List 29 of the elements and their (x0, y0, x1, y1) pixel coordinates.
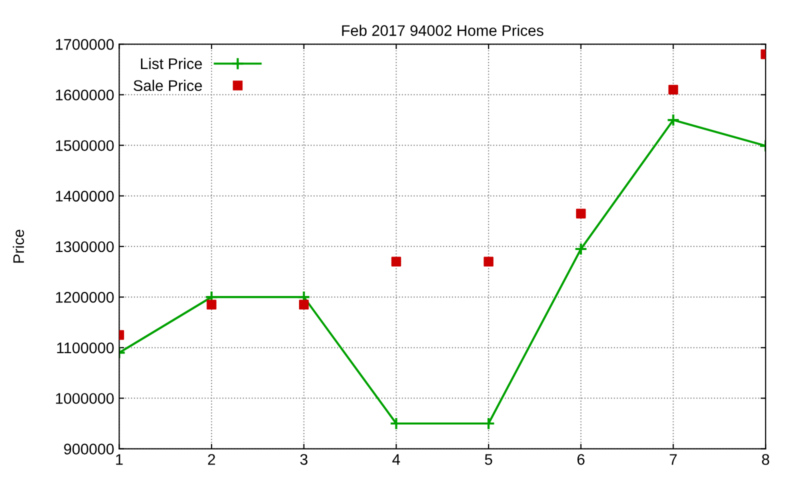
x-tick-label: 7 (670, 454, 677, 465)
x-tick-label: 4 (392, 454, 400, 465)
point (666, 113, 680, 127)
legend-label: List Price (141, 58, 202, 70)
x-tick-label: 1 (116, 454, 123, 465)
y-tick-label: 900000 (64, 444, 114, 454)
y-tick-label: 1000000 (56, 393, 114, 404)
y-tick-label: 1500000 (56, 140, 114, 152)
legend-label: Sale Price (134, 80, 202, 92)
chart-title: Feb 2017 94002 Home Prices (342, 24, 544, 36)
y-tick-label: 1300000 (56, 241, 114, 252)
point (668, 84, 678, 95)
point (391, 256, 402, 267)
y-tick-label: 1200000 (56, 292, 114, 303)
point (576, 208, 586, 218)
y-axis-title: Price (12, 230, 24, 263)
point (484, 256, 494, 267)
point (206, 300, 216, 310)
y-tick-label: 1100000 (57, 342, 114, 354)
y-tick-label: 1600000 (56, 90, 114, 100)
x-tick-label: 3 (300, 454, 308, 465)
x-tick-label: 6 (577, 454, 584, 465)
point (574, 242, 588, 256)
y-tick-label: 1400000 (56, 190, 114, 202)
x-tick-label: 5 (484, 454, 492, 465)
point (299, 300, 309, 310)
x-tick-label: 2 (208, 454, 216, 465)
x-tick-label: 8 (762, 454, 770, 465)
y-tick-label: 1700000 (56, 39, 114, 50)
